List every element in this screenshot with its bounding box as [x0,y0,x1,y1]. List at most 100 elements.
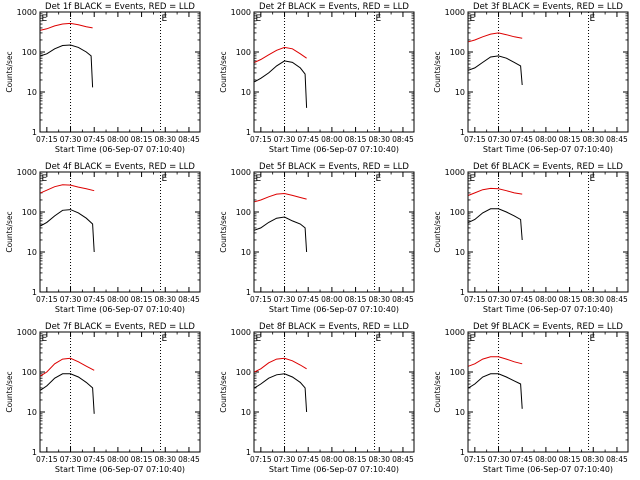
y-axis-label: Counts/sec [5,51,14,92]
axis-frame [467,331,629,453]
e-marker: E [162,174,168,184]
axis-frame [253,11,415,133]
events-series-line [40,44,94,88]
events-series-line [40,209,95,253]
x-tick-label: 08:45 [178,295,200,304]
x-tick-label: 07:45 [297,135,319,144]
lld-series-line [468,356,523,367]
x-tick-label: 07:45 [511,295,533,304]
x-tick-label: 07:15 [464,295,486,304]
panel-det-2: Det 2f BLACK = Events, RED = LLD 1 10 100 10… [219,2,415,154]
panel-det-6: Det 6f BLACK = Events, RED = LLD 1 10 100 10… [433,162,629,314]
y-tick-label: 10 [27,88,37,97]
y-tick-label: 10 [241,408,251,417]
lld-series-line [254,192,307,203]
x-axis-label: Start Time (06-Sep-07 07:10:40) [55,465,185,474]
e-marker: E [256,174,262,184]
y-tick-label: 100 [22,208,37,217]
x-tick-label: 07:30 [60,455,82,464]
x-tick-label: 07:15 [250,295,272,304]
chart-title: Det 5f BLACK = Events, RED = LLD [259,162,409,172]
x-tick-label: 08:00 [107,135,129,144]
x-tick-label: 08:15 [131,135,153,144]
y-tick-label: 1 [460,448,465,457]
x-tick-label: 08:00 [107,455,129,464]
x-tick-label: 08:15 [559,295,581,304]
y-axis-label: Counts/sec [219,371,228,412]
y-tick-label: 100 [236,368,251,377]
y-tick-label: 10 [455,408,465,417]
y-tick-label: 1 [460,288,465,297]
e-marker: E [376,334,382,344]
axis-frame [253,171,415,293]
x-tick-label: 08:45 [178,135,200,144]
chart-title: Det 7f BLACK = Events, RED = LLD [45,322,195,332]
chart-title: Det 3f BLACK = Events, RED = LLD [473,2,623,12]
axis-frame [39,331,201,453]
x-axis-label: Start Time (06-Sep-07 07:10:40) [483,465,613,474]
panel-det-7: Det 7f BLACK = Events, RED = LLD 1 10 100 10… [5,322,201,474]
x-tick-label: 07:15 [250,135,272,144]
x-tick-label: 08:15 [131,455,153,464]
x-tick-label: 07:15 [36,455,58,464]
y-tick-label: 100 [236,48,251,57]
y-tick-label: 1 [246,128,251,137]
x-tick-label: 08:30 [154,455,176,464]
lld-series-line [254,357,307,373]
x-tick-label: 07:30 [274,455,296,464]
axis-frame [39,171,201,293]
y-axis-label: Counts/sec [5,371,14,412]
x-tick-label: 08:30 [368,135,390,144]
lld-series-line [468,187,523,196]
y-tick-label: 100 [450,48,465,57]
chart-title: Det 8f BLACK = Events, RED = LLD [259,322,409,332]
y-tick-label: 10 [27,248,37,257]
y-tick-label: 1 [246,448,251,457]
y-tick-label: 1000 [445,8,465,17]
x-tick-label: 07:45 [297,295,319,304]
lld-series-line [254,46,307,63]
lld-series-line [40,357,95,377]
y-axis-label: Counts/sec [433,51,442,92]
x-tick-label: 08:45 [392,135,414,144]
e-marker: E [376,174,382,184]
y-tick-label: 1 [32,128,37,137]
y-tick-label: 1 [460,128,465,137]
e-marker: E [470,334,476,344]
e-marker: E [590,174,596,184]
x-tick-label: 08:30 [154,135,176,144]
x-axis-label: Start Time (06-Sep-07 07:10:40) [269,465,399,474]
x-tick-label: 08:30 [368,295,390,304]
x-tick-label: 08:30 [368,455,390,464]
lld-series-line [468,32,523,43]
y-tick-label: 100 [450,368,465,377]
x-tick-label: 07:15 [464,455,486,464]
x-tick-label: 07:45 [83,295,105,304]
y-tick-label: 1000 [17,328,37,337]
x-axis-label: Start Time (06-Sep-07 07:10:40) [483,145,613,154]
x-tick-label: 08:15 [131,295,153,304]
chart-title: Det 2f BLACK = Events, RED = LLD [259,2,409,12]
y-tick-label: 1000 [445,168,465,177]
axis-frame [39,11,201,133]
x-tick-label: 08:45 [606,455,628,464]
x-tick-label: 07:15 [250,455,272,464]
x-tick-label: 07:45 [297,455,319,464]
x-axis-label: Start Time (06-Sep-07 07:10:40) [269,305,399,314]
x-tick-label: 08:30 [582,295,604,304]
y-axis-label: Counts/sec [219,51,228,92]
y-tick-label: 1 [32,288,37,297]
x-tick-label: 08:00 [535,455,557,464]
x-tick-label: 08:30 [582,455,604,464]
x-axis-label: Start Time (06-Sep-07 07:10:40) [269,145,399,154]
axis-frame [467,171,629,293]
x-tick-label: 08:45 [606,135,628,144]
y-tick-label: 100 [236,208,251,217]
x-tick-label: 07:30 [274,295,296,304]
events-series-line [254,60,308,108]
y-axis-label: Counts/sec [433,371,442,412]
x-tick-label: 08:15 [559,455,581,464]
y-tick-label: 10 [455,88,465,97]
x-tick-label: 07:15 [36,135,58,144]
e-marker: E [42,334,48,344]
